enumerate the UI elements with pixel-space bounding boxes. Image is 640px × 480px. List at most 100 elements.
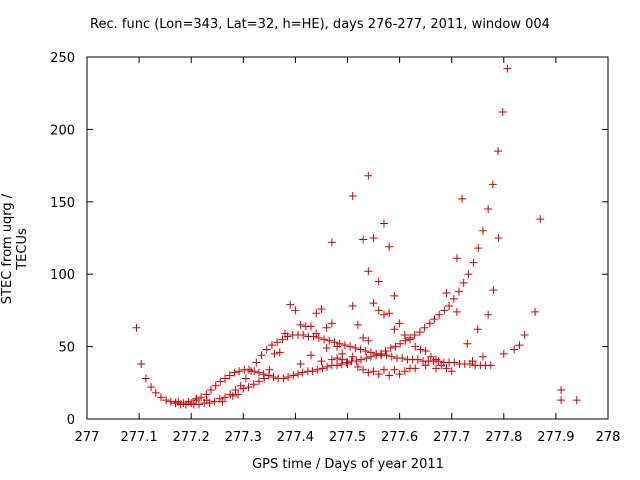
data-point (406, 364, 415, 373)
data-point (322, 323, 331, 332)
data-point (486, 361, 495, 370)
data-point (239, 384, 248, 393)
data-point (352, 357, 361, 366)
data-point (531, 307, 540, 316)
data-point (415, 328, 424, 337)
data-point (202, 390, 211, 399)
data-point (202, 396, 211, 405)
data-point (400, 331, 409, 340)
data-point (484, 205, 493, 214)
data-point (340, 341, 349, 350)
data-point (228, 391, 237, 400)
data-point (260, 374, 269, 383)
data-point (346, 342, 355, 351)
data-point (280, 329, 289, 338)
data-point (333, 354, 342, 363)
data-point (362, 354, 371, 363)
x-tick-label: 277.7 (433, 430, 470, 445)
data-point (197, 393, 206, 402)
data-point (445, 302, 454, 311)
data-point (234, 390, 243, 399)
data-point (273, 338, 282, 347)
data-point (369, 367, 378, 376)
data-point (195, 400, 204, 409)
data-point (401, 336, 410, 345)
data-point (374, 277, 383, 286)
y-tick-label: 100 (50, 268, 75, 283)
x-tick-label: 277 (75, 430, 100, 445)
x-tick-label: 277.2 (173, 430, 210, 445)
x-axis-label: GPS time / Days of year 2011 (252, 457, 444, 472)
data-point (478, 226, 487, 235)
data-point (364, 171, 373, 180)
data-point (452, 254, 461, 263)
data-point (221, 393, 230, 402)
y-tick-label: 150 (50, 196, 75, 211)
data-point (348, 192, 357, 201)
data-point (395, 319, 404, 328)
data-point (382, 351, 391, 360)
data-point (245, 365, 254, 374)
data-point (442, 364, 451, 373)
data-point (359, 333, 368, 342)
data-point (218, 397, 227, 406)
data-point (294, 370, 303, 379)
data-point (489, 286, 498, 295)
data-point (450, 358, 459, 367)
data-point (498, 108, 507, 117)
data-point (327, 319, 336, 328)
data-point (385, 309, 394, 318)
data-point (269, 373, 278, 382)
data-point (343, 358, 352, 367)
data-point (396, 339, 405, 348)
data-point (468, 357, 477, 366)
data-point (275, 348, 284, 357)
data-point (364, 336, 373, 345)
data-point (369, 299, 378, 308)
data-point (464, 270, 473, 279)
data-point (244, 383, 253, 392)
data-point (333, 361, 342, 370)
data-point (411, 342, 420, 351)
data-point (484, 310, 493, 319)
data-point (390, 365, 399, 374)
data-point (231, 386, 240, 395)
data-point (210, 397, 219, 406)
data-point (307, 351, 316, 360)
data-point (312, 329, 321, 338)
data-point (291, 306, 300, 315)
data-point (372, 349, 381, 358)
data-point (499, 349, 508, 358)
data-point (151, 388, 160, 397)
data-point (132, 323, 141, 332)
data-point (440, 306, 449, 315)
data-point (249, 380, 258, 389)
data-point (488, 180, 497, 189)
data-point (425, 319, 434, 328)
data-point (359, 365, 368, 374)
data-point (317, 357, 326, 366)
data-point (252, 358, 261, 367)
data-point (494, 147, 503, 156)
data-point (235, 367, 244, 376)
data-point (494, 234, 503, 242)
data-point (557, 386, 566, 395)
data-point (463, 339, 472, 348)
data-point (320, 335, 329, 344)
data-point (348, 302, 357, 311)
data-point (327, 355, 336, 364)
data-point (348, 352, 357, 361)
data-point (286, 300, 295, 309)
data-point (395, 370, 404, 379)
chart-title: Rec. func (Lon=343, Lat=32, h=HE), days … (90, 17, 550, 32)
data-point (449, 294, 458, 303)
y-tick-label: 50 (58, 341, 75, 356)
data-point (374, 370, 383, 379)
data-point (265, 365, 274, 374)
data-point (254, 377, 263, 386)
data-point (147, 383, 156, 392)
data-point (296, 320, 305, 329)
data-point (361, 346, 370, 355)
data-point (386, 344, 395, 353)
